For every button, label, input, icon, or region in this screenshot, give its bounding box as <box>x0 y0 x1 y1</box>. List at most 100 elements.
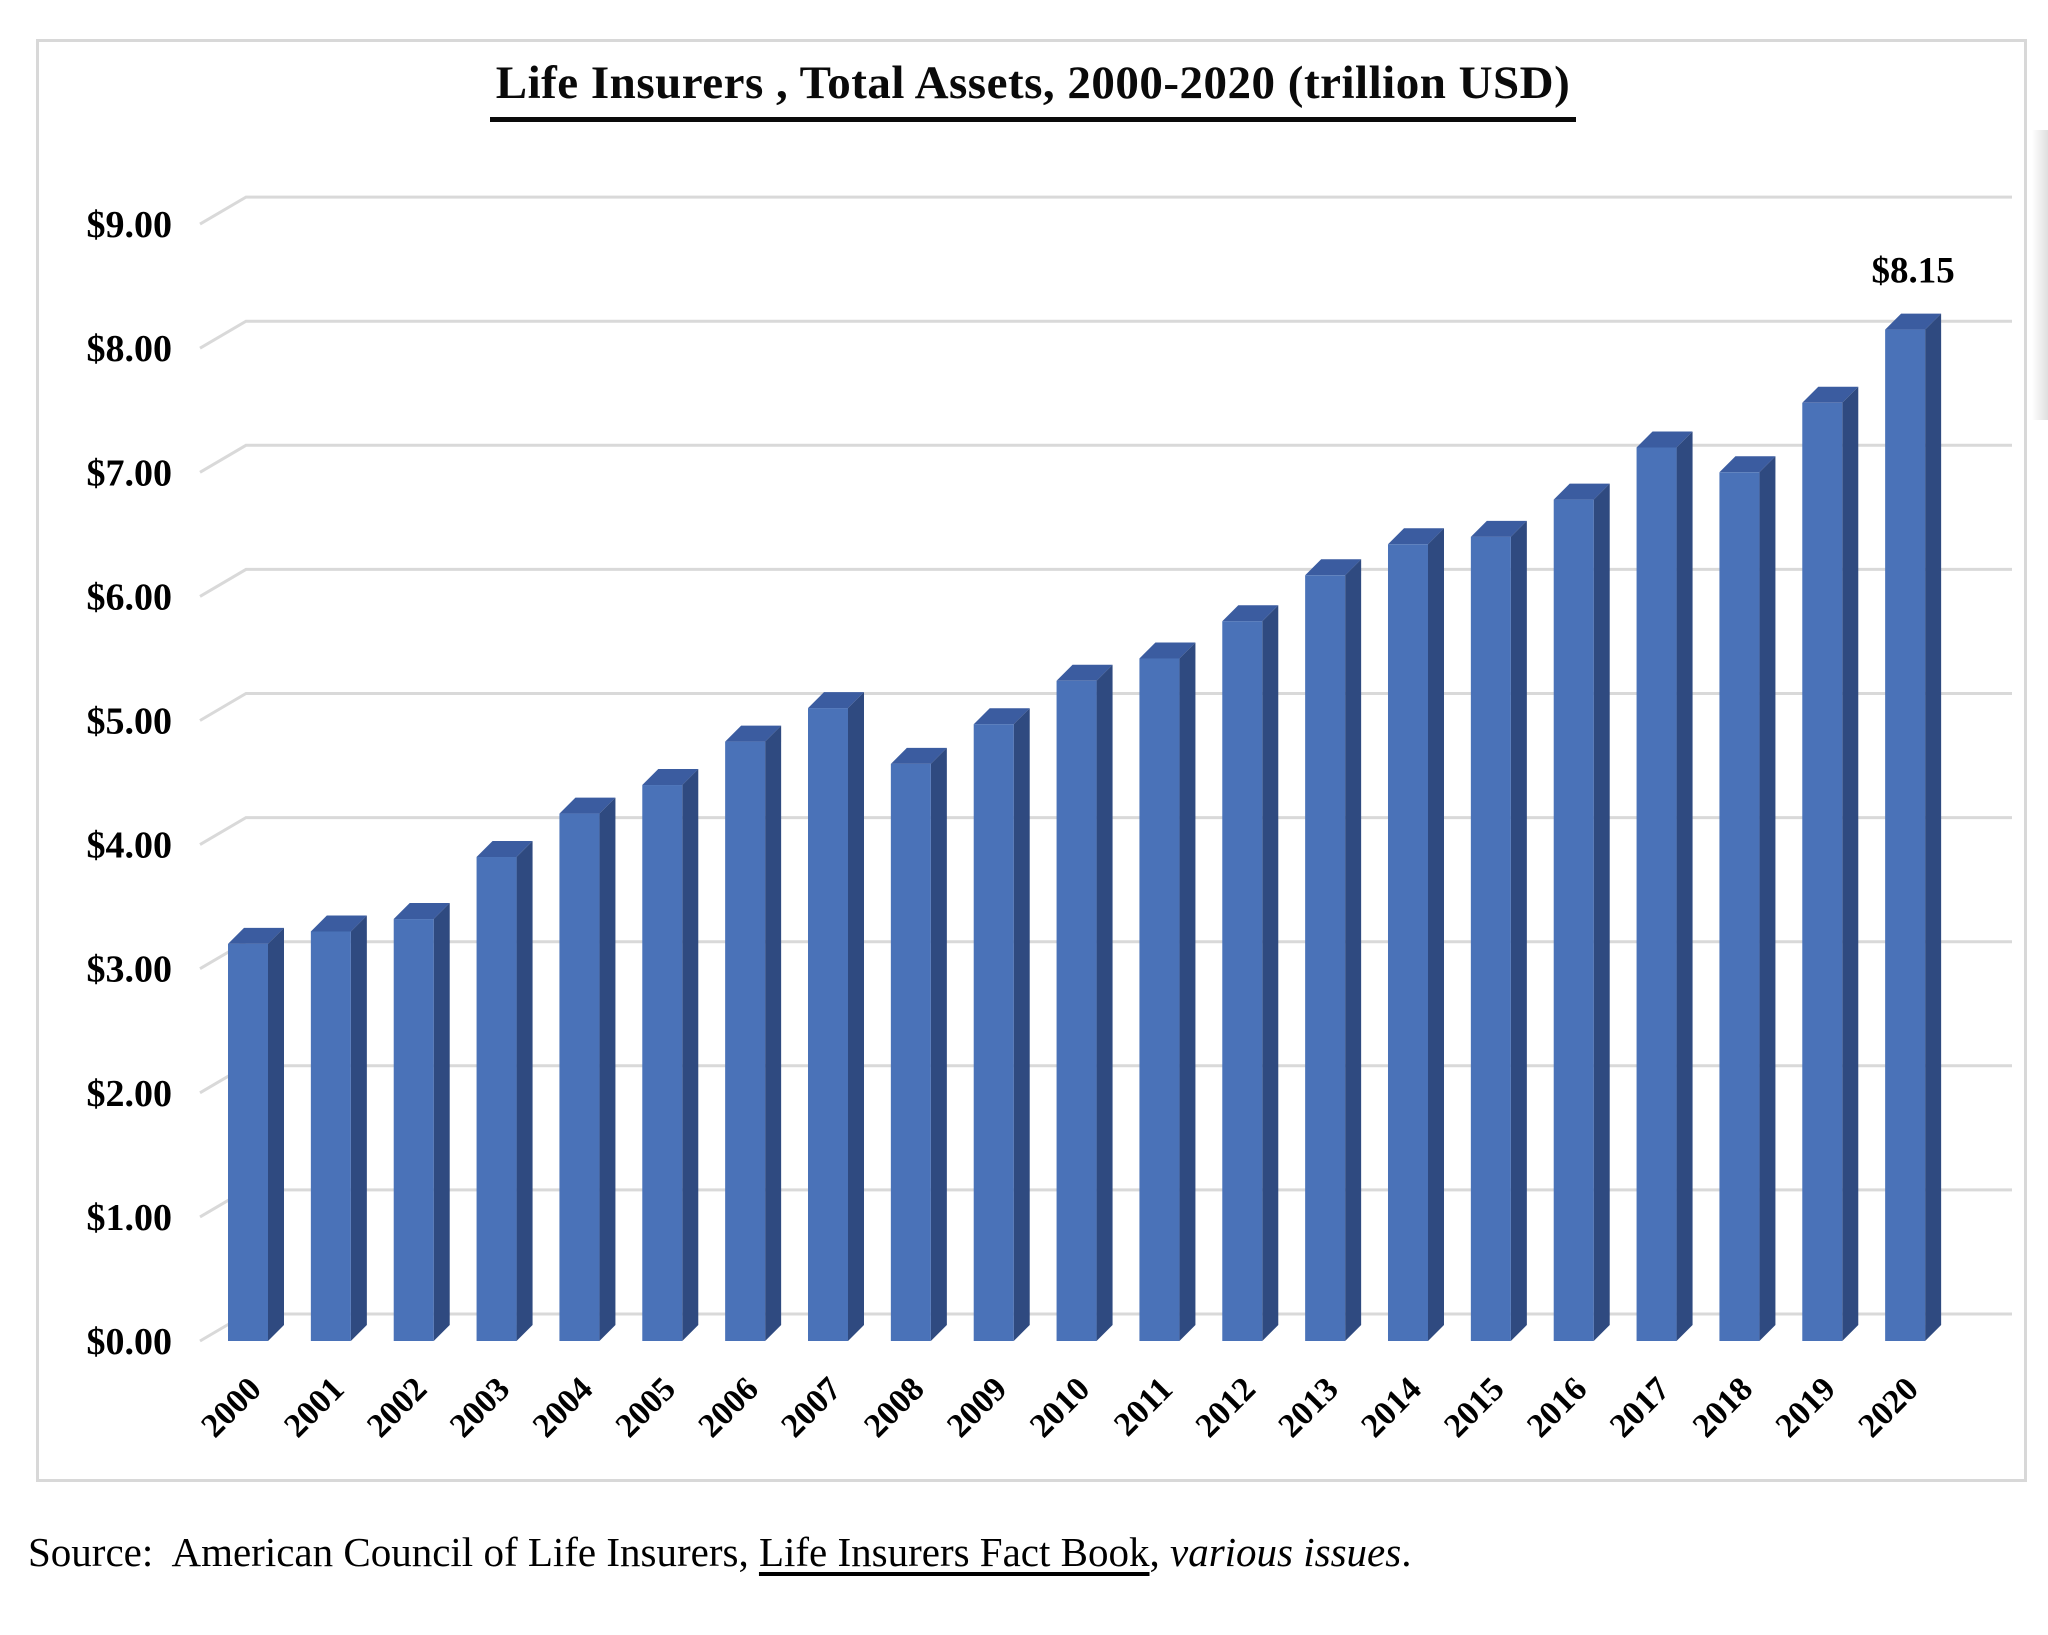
y-axis-tick-label: $6.00 <box>87 576 173 618</box>
gridline-$7.00 <box>199 443 2012 474</box>
x-axis-year-label: 2019 <box>1769 1370 1843 1444</box>
bar-side-2007 <box>847 692 864 1341</box>
x-axis-year-label: 2011 <box>1107 1370 1180 1443</box>
bar-2000 <box>228 943 268 1341</box>
bar-2015 <box>1470 536 1511 1341</box>
bar-side-2005 <box>682 769 699 1341</box>
bar-side-2001 <box>350 915 367 1341</box>
bar-2004 <box>559 813 600 1341</box>
chart-frame <box>36 39 2027 1482</box>
x-axis-year-label: 2009 <box>940 1370 1014 1444</box>
chart-title: Life Insurers , Total Assets, 2000-2020 … <box>36 56 2030 122</box>
source-period: . <box>1401 1529 1412 1575</box>
x-axis-year-label: 2017 <box>1603 1370 1677 1444</box>
bar-top-2019 <box>1802 386 1859 403</box>
bar-top-2001 <box>310 915 367 932</box>
bar-top-2006 <box>725 725 782 742</box>
bar-top-2007 <box>807 692 864 709</box>
bar-top-2005 <box>642 769 699 786</box>
bar-2002 <box>393 919 434 1341</box>
bar-side-2008 <box>930 747 947 1341</box>
x-axis-year-label: 2018 <box>1686 1370 1760 1444</box>
bar-2008 <box>890 763 931 1341</box>
bar-2003 <box>476 857 517 1341</box>
bar-2020 <box>1885 329 1926 1342</box>
bar-2013 <box>1305 575 1346 1341</box>
x-axis-year-label: 2004 <box>526 1370 600 1444</box>
source-line: Source: American Council of Life Insurer… <box>28 1528 1411 1576</box>
bar-top-2020 <box>1885 313 1942 330</box>
y-axis-tick-label: $7.00 <box>87 452 173 494</box>
bar-side-2018 <box>1759 456 1776 1341</box>
bar-2007 <box>807 708 848 1341</box>
x-axis-year-label: 2006 <box>692 1370 766 1444</box>
x-axis-year-label: 2007 <box>774 1370 848 1444</box>
right-edge-shadow <box>2032 130 2048 420</box>
data-label-2020: $8.15 <box>1872 251 1955 292</box>
bar-2017 <box>1636 447 1677 1342</box>
bar-side-2015 <box>1510 520 1527 1341</box>
bar-2019 <box>1802 402 1843 1342</box>
bar-side-2016 <box>1593 483 1610 1341</box>
x-axis-year-label: 2003 <box>443 1370 517 1444</box>
bar-top-2015 <box>1470 520 1527 537</box>
x-axis-year-label: 2001 <box>277 1370 351 1444</box>
x-axis-year-label: 2010 <box>1023 1370 1097 1444</box>
y-axis-tick-label: $9.00 <box>87 204 173 246</box>
x-axis-year-label: 2014 <box>1354 1370 1428 1444</box>
bar-side-2019 <box>1842 386 1859 1342</box>
source-separator: , <box>1149 1529 1170 1575</box>
bar-side-2012 <box>1262 605 1279 1341</box>
bar-top-2011 <box>1139 642 1196 659</box>
bar-side-2009 <box>1013 708 1030 1341</box>
x-axis-year-label: 2000 <box>194 1370 268 1444</box>
bar-2016 <box>1553 499 1594 1341</box>
bar-side-2004 <box>599 797 616 1341</box>
bar-2005 <box>642 785 683 1341</box>
bar-2014 <box>1387 544 1428 1341</box>
x-axis-year-label: 2002 <box>360 1370 434 1444</box>
y-axis-tick-label: $5.00 <box>87 701 173 743</box>
bar-side-2003 <box>516 841 533 1341</box>
bar-top-2000 <box>228 927 284 944</box>
x-axis-year-label: 2020 <box>1852 1370 1926 1444</box>
bar-top-2014 <box>1387 528 1444 545</box>
bar-top-2017 <box>1636 431 1693 448</box>
y-axis-tick-label: $4.00 <box>87 825 173 867</box>
bar-top-2004 <box>559 797 616 814</box>
y-axis-tick-label: $0.00 <box>87 1321 173 1363</box>
bar-side-2006 <box>765 725 782 1341</box>
chart-title-text: Life Insurers , Total Assets, 2000-2020 … <box>489 56 1577 122</box>
bar-top-2010 <box>1056 664 1113 681</box>
bar-2018 <box>1719 472 1760 1341</box>
bar-side-2014 <box>1427 528 1444 1341</box>
bar-2006 <box>725 741 766 1341</box>
bar-top-2016 <box>1553 483 1610 500</box>
x-axis-year-label: 2005 <box>609 1370 683 1444</box>
bar-top-2009 <box>973 708 1030 725</box>
bar-side-2010 <box>1096 664 1113 1341</box>
gridline-$8.00 <box>199 319 2012 350</box>
x-axis-year-label: 2013 <box>1272 1370 1346 1444</box>
bar-side-2000 <box>268 927 284 1341</box>
y-axis-tick-label: $1.00 <box>87 1197 173 1239</box>
bar-2001 <box>310 931 351 1341</box>
gridline-$9.00 <box>199 195 2012 226</box>
x-axis-year-label: 2016 <box>1520 1370 1594 1444</box>
x-axis-year-label: 2015 <box>1437 1370 1511 1444</box>
bar-side-2002 <box>433 903 450 1341</box>
bar-top-2013 <box>1305 559 1362 576</box>
source-book-title: Life Insurers Fact Book <box>758 1529 1150 1575</box>
bar-side-2011 <box>1179 642 1196 1341</box>
bar-2011 <box>1139 658 1180 1341</box>
bar-side-2017 <box>1676 431 1693 1342</box>
source-prefix: Source: American Council of Life Insurer… <box>28 1529 759 1575</box>
bar-top-2012 <box>1222 605 1279 622</box>
bar-2010 <box>1056 680 1097 1341</box>
bar-side-2020 <box>1925 313 1942 1342</box>
x-axis-year-label: 2008 <box>857 1370 931 1444</box>
bar-2009 <box>973 724 1014 1341</box>
bar-side-2013 <box>1345 559 1362 1341</box>
bar-2012 <box>1222 621 1263 1341</box>
